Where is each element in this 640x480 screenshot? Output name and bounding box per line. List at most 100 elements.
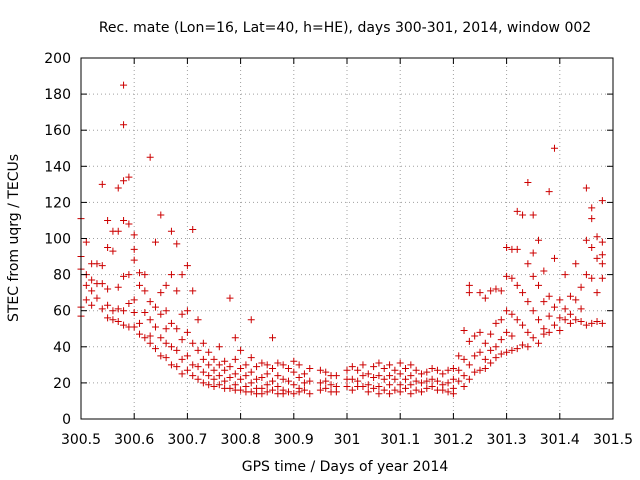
data-point: [391, 386, 399, 394]
data-point: [178, 310, 186, 318]
data-point: [519, 289, 527, 297]
data-point: [476, 328, 484, 336]
data-point: [263, 361, 271, 369]
data-point: [205, 348, 213, 356]
plot-frame: [80, 57, 614, 420]
data-point: [535, 236, 543, 244]
data-point: [279, 390, 287, 398]
data-point: [497, 287, 505, 295]
data-point: [93, 260, 101, 268]
data-point: [151, 345, 159, 353]
data-point: [428, 383, 436, 391]
x-tick-label: 300.5: [61, 432, 101, 448]
data-point: [231, 334, 239, 342]
data-point: [274, 383, 282, 391]
data-point: [199, 368, 207, 376]
data-point: [513, 316, 521, 324]
data-point: [221, 357, 229, 365]
data-point: [189, 287, 197, 295]
data-point: [205, 381, 213, 389]
data-point: [173, 346, 181, 354]
data-point: [545, 188, 553, 196]
data-point: [178, 370, 186, 378]
data-point: [141, 287, 149, 295]
data-point: [396, 388, 404, 396]
data-point: [237, 375, 245, 383]
y-tick-label: 180: [44, 87, 71, 103]
tick-labels: 300.5 300.6 300.7 300.8 300.9 301 301.1 301.2 30…: [44, 51, 633, 448]
data-point: [455, 352, 463, 360]
data-point: [593, 233, 601, 241]
data-point: [577, 305, 585, 313]
data-point: [524, 328, 532, 336]
data-point: [524, 343, 532, 351]
data-point: [104, 285, 112, 293]
data-point: [354, 366, 362, 374]
y-tick-label: 120: [44, 195, 71, 211]
data-point: [550, 144, 558, 152]
data-point: [481, 364, 489, 372]
data-point: [215, 343, 223, 351]
data-point: [247, 368, 255, 376]
data-point: [88, 287, 96, 295]
data-point: [226, 384, 234, 392]
data-point: [380, 386, 388, 394]
x-tick-label: 301.4: [540, 432, 580, 448]
y-axis-label: STEC from uqrg / TECUs: [6, 154, 22, 322]
data-point: [120, 272, 128, 280]
data-point: [572, 296, 580, 304]
x-tick-label: 300.7: [167, 432, 207, 448]
data-point: [556, 296, 564, 304]
data-point: [120, 121, 128, 129]
data-point: [348, 363, 356, 371]
data-point: [130, 245, 138, 253]
data-point: [423, 368, 431, 376]
data-point: [497, 336, 505, 344]
data-point: [205, 372, 213, 380]
data-point: [529, 307, 537, 315]
data-point: [114, 184, 122, 192]
data-point: [120, 216, 128, 224]
data-point: [513, 207, 521, 215]
y-tick-label: 100: [44, 232, 71, 248]
data-point: [263, 381, 271, 389]
data-point: [332, 372, 340, 380]
data-point: [247, 316, 255, 324]
data-point: [561, 271, 569, 279]
data-point: [109, 247, 117, 255]
data-point: [417, 370, 425, 378]
data-point: [300, 370, 308, 378]
data-point: [402, 384, 410, 392]
data-point: [407, 361, 415, 369]
data-point: [136, 330, 144, 338]
data-point: [98, 280, 106, 288]
data-point: [449, 364, 457, 372]
data-point: [316, 366, 324, 374]
data-point: [433, 377, 441, 385]
data-point: [471, 332, 479, 340]
data-point: [253, 363, 261, 371]
data-point: [402, 375, 410, 383]
data-point: [130, 231, 138, 239]
data-point: [550, 321, 558, 329]
data-point: [572, 260, 580, 268]
data-point: [487, 330, 495, 338]
data-point: [540, 267, 548, 275]
data-point: [242, 361, 250, 369]
data-point: [577, 283, 585, 291]
data-point: [465, 289, 473, 297]
data-point: [566, 310, 574, 318]
data-point: [194, 346, 202, 354]
data-point: [173, 287, 181, 295]
data-point: [588, 204, 596, 212]
data-point: [497, 350, 505, 358]
x-axis-label: GPS time / Days of year 2014: [242, 459, 449, 475]
data-point: [104, 314, 112, 322]
data-point: [247, 354, 255, 362]
data-point: [295, 388, 303, 396]
data-point: [444, 388, 452, 396]
data-point: [519, 321, 527, 329]
data-point: [535, 316, 543, 324]
data-point: [566, 319, 574, 327]
